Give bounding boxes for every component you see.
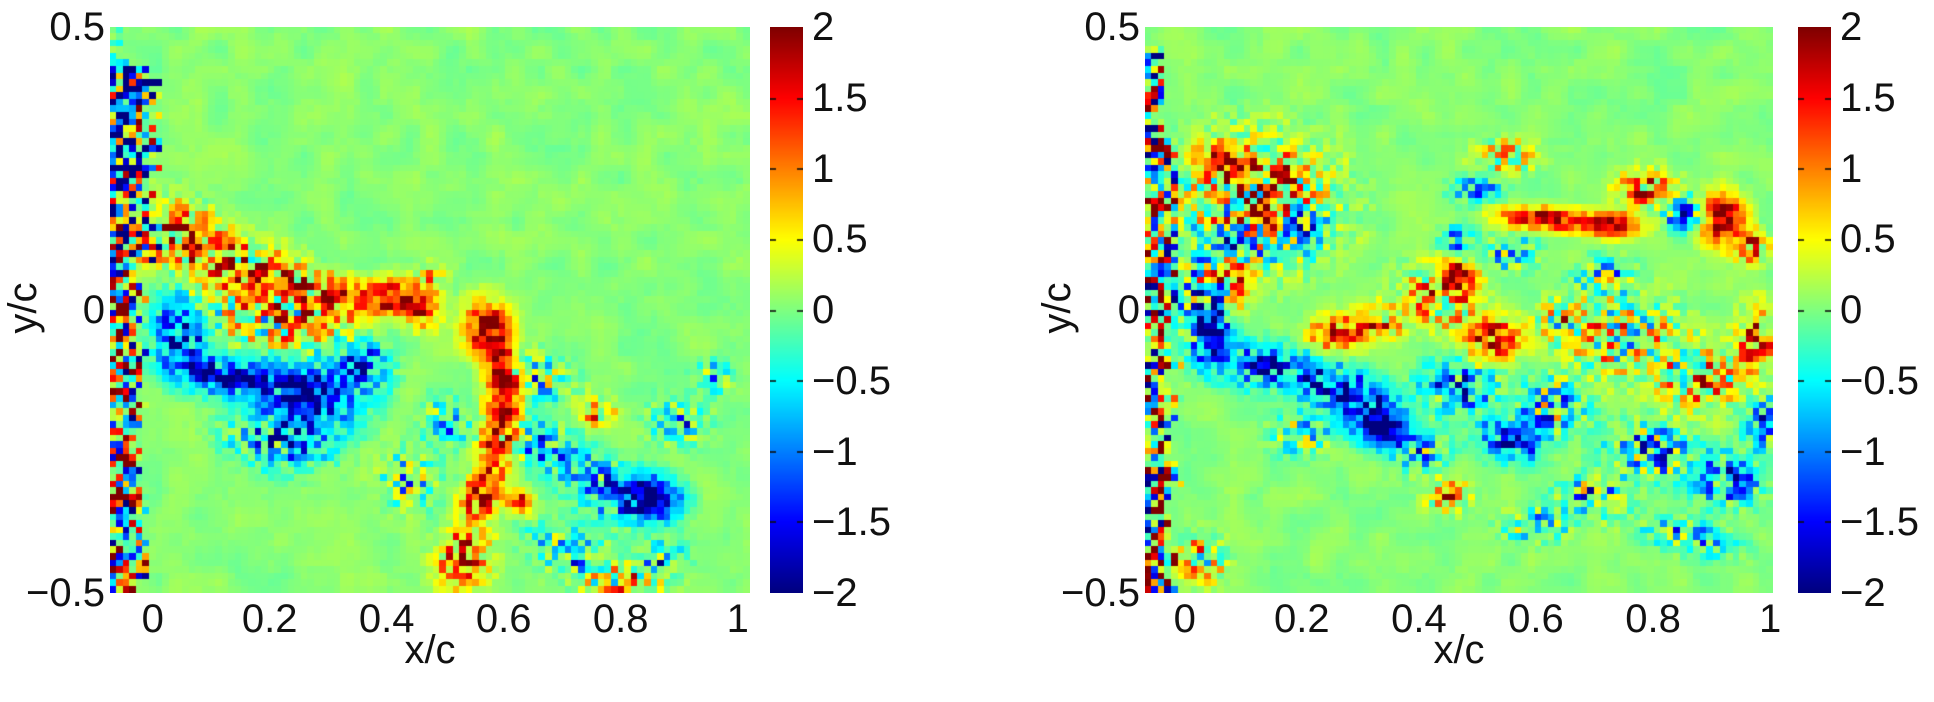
right-y-axis-label: y/c xyxy=(1035,282,1079,334)
y-tick-label: −0.5 xyxy=(26,571,105,615)
colorbar-tick-label: 0 xyxy=(812,288,835,332)
right-y-axis-ticks: 0.5 0 −0.5 xyxy=(1050,7,1140,613)
colorbar-tick-label: 1 xyxy=(812,146,835,191)
right-x-axis-ticks: 0 0.2 0.4 0.6 0.8 1 xyxy=(1145,597,1782,643)
colorbar-tick-label: 0.5 xyxy=(1840,217,1896,262)
x-tick-label: 0.4 xyxy=(358,597,415,641)
x-tick-label: 0.4 xyxy=(1391,597,1447,641)
x-tick-label: 0.6 xyxy=(475,597,532,641)
right-colorbar-ticks: 2 1.5 1 0.5 0 −0.5 −1 −1.5 −2 xyxy=(1840,7,1934,613)
x-tick-label: 0.8 xyxy=(1625,597,1681,641)
colorbar-tick-label: 1 xyxy=(1840,146,1863,191)
x-tick-label: 0.6 xyxy=(1508,597,1564,641)
left-y-axis-ticks: 0.5 0 −0.5 xyxy=(15,7,105,613)
left-colorbar-ticks: 2 1.5 1 0.5 0 −0.5 −1 −1.5 −2 xyxy=(812,7,932,613)
x-tick-label: 1 xyxy=(726,597,749,641)
left-heatmap-canvas xyxy=(110,27,750,593)
colorbar-tick-label: −1 xyxy=(1840,429,1886,474)
left-y-axis-label: y/c xyxy=(1,282,45,334)
y-tick-label: 0 xyxy=(1117,288,1140,332)
x-tick-label: 0.2 xyxy=(241,597,298,641)
colorbar-tick-label: −2 xyxy=(1840,571,1886,615)
colorbar-tick-label: 0.5 xyxy=(812,217,868,262)
x-tick-label: 0.2 xyxy=(1274,597,1330,641)
x-tick-label: 0 xyxy=(141,597,164,641)
y-tick-label: 0.5 xyxy=(1084,5,1140,49)
y-tick-label: 0 xyxy=(82,288,105,332)
left-x-axis-label: x/c xyxy=(404,628,456,672)
colorbar-tick-label: 2 xyxy=(1840,5,1863,49)
x-tick-label: 0 xyxy=(1173,597,1196,641)
colorbar-tick-label: −1.5 xyxy=(1840,500,1919,545)
right-colorbar xyxy=(1798,27,1831,593)
colorbar-tick-label: −0.5 xyxy=(1840,358,1919,403)
left-colorbar xyxy=(770,27,803,593)
colorbar-tick-label: −2 xyxy=(812,571,858,615)
right-heatmap-canvas xyxy=(1145,27,1773,593)
colorbar-tick-label: −1 xyxy=(812,429,858,474)
colorbar-tick-label: 1.5 xyxy=(812,75,868,120)
colorbar-tick-label: −0.5 xyxy=(812,358,891,403)
y-tick-label: 0.5 xyxy=(49,5,105,49)
colorbar-tick-label: 1.5 xyxy=(1840,75,1896,120)
right-x-axis-label: x/c xyxy=(1433,628,1485,672)
colorbar-tick-label: 0 xyxy=(1840,288,1863,332)
colorbar-tick-label: −1.5 xyxy=(812,500,891,545)
x-tick-label: 0.8 xyxy=(592,597,649,641)
left-x-axis-ticks: 0 0.2 0.4 0.6 0.8 1 xyxy=(110,599,750,643)
y-tick-label: −0.5 xyxy=(1061,571,1140,615)
colorbar-tick-label: 2 xyxy=(812,5,835,49)
x-tick-label: 1 xyxy=(1758,597,1782,641)
